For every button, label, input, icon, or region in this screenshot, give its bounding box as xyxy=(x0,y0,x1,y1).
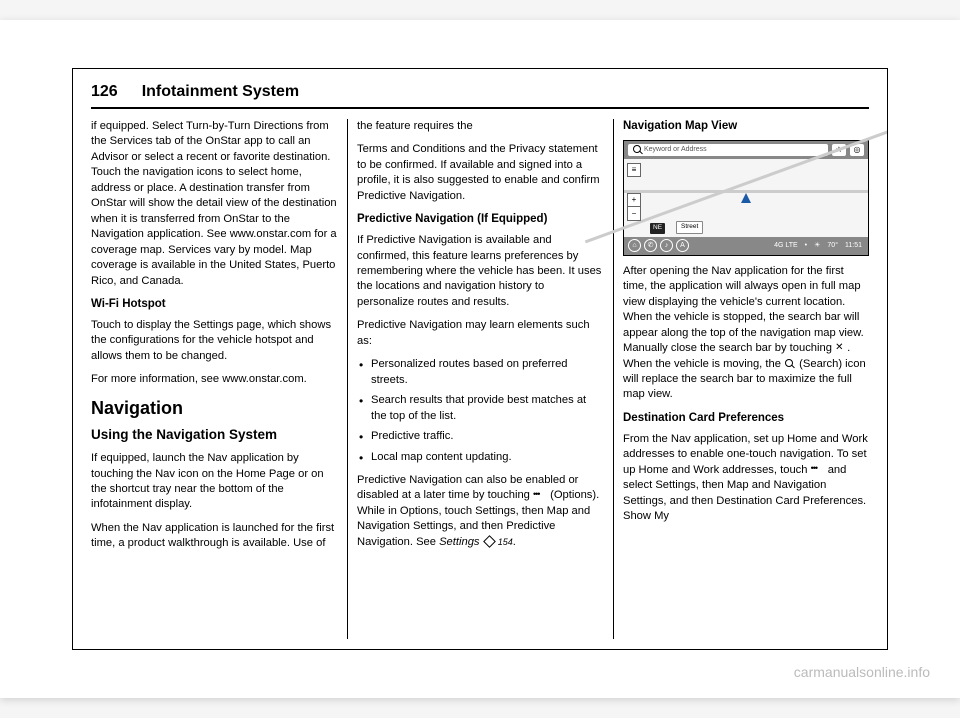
subheading-destcard: Destination Card Preferences xyxy=(623,411,869,427)
text: After opening the Nav application for th… xyxy=(623,265,864,354)
zoom-out-button: − xyxy=(627,207,641,221)
home-button: ⌂ xyxy=(628,239,641,252)
temperature: 70° xyxy=(825,241,840,251)
page-ref: 154 xyxy=(498,537,513,547)
paragraph: If equipped, launch the Nav application … xyxy=(91,451,337,513)
section-title: Infotainment System xyxy=(142,83,299,101)
media-icon: ♪ xyxy=(665,241,669,251)
minus-icon: − xyxy=(632,208,637,219)
paragraph: Predictive Navigation may learn elements… xyxy=(357,318,603,349)
paragraph: Terms and Conditions and the Privacy sta… xyxy=(357,142,603,204)
page: 126 Infotainment System if equipped. Sel… xyxy=(0,20,960,698)
clock: 11:51 xyxy=(843,241,864,251)
body-columns: if equipped. Select Turn-by-Turn Directi… xyxy=(91,119,869,639)
page-number: 126 xyxy=(91,83,118,101)
list-item: Search results that provide best matches… xyxy=(357,393,603,424)
list-item: Predictive traffic. xyxy=(357,429,603,444)
cross-ref: Settings xyxy=(439,536,479,548)
paragraph: After opening the Nav application for th… xyxy=(623,264,869,403)
paragraph: For more information, see www.onstar.com… xyxy=(91,372,337,387)
media-button: ♪ xyxy=(660,239,673,252)
subheading-predictive: Predictive Navigation (If Equipped) xyxy=(357,212,603,228)
subheading-using-nav: Using the Navigation System xyxy=(91,426,337,445)
nav-screenshot: Keyword or Address ★ ◎ ≡ + − N xyxy=(623,140,869,256)
vehicle-marker-icon xyxy=(741,193,751,203)
search-placeholder: Keyword or Address xyxy=(644,145,707,155)
phone-icon: ✆ xyxy=(648,241,654,251)
street-label: Street xyxy=(676,221,703,234)
nav-search-field: Keyword or Address xyxy=(628,144,828,156)
plus-icon: + xyxy=(632,194,637,205)
options-icon xyxy=(811,465,825,475)
phone-button: ✆ xyxy=(644,239,657,252)
page-ref-icon xyxy=(483,537,495,547)
page-header: 126 Infotainment System xyxy=(91,83,869,109)
target-icon: ◎ xyxy=(854,144,861,155)
bullet-list: Personalized routes based on preferred s… xyxy=(357,357,603,465)
list-item: Local map content updating. xyxy=(357,450,603,465)
nav-map-area: ≡ + − NE Street xyxy=(624,159,868,237)
nav-button: A xyxy=(676,239,689,252)
nav-bottom-bar: ⌂ ✆ ♪ A 4G LTE • ☀ 70° 11:51 xyxy=(624,237,868,255)
compass-badge: NE xyxy=(650,223,665,234)
close-icon xyxy=(835,343,847,353)
content-frame: 126 Infotainment System if equipped. Sel… xyxy=(72,68,888,650)
paragraph: From the Nav application, set up Home an… xyxy=(623,432,869,525)
options-icon xyxy=(533,491,547,501)
list-item: Personalized routes based on preferred s… xyxy=(357,357,603,388)
home-icon: ⌂ xyxy=(632,241,636,251)
menu-button: ≡ xyxy=(627,163,641,177)
paragraph: Predictive Navigation can also be enable… xyxy=(357,473,603,550)
paragraph: Touch to display the Settings page, whic… xyxy=(91,318,337,364)
nav-icon: A xyxy=(680,241,685,251)
subheading-mapview: Navigation Map View xyxy=(623,119,869,135)
subheading-wifi: Wi-Fi Hotspot xyxy=(91,297,337,313)
weather-icon: ☀ xyxy=(812,241,822,251)
text: . xyxy=(513,536,516,548)
paragraph: If Predictive Navigation is available an… xyxy=(357,233,603,310)
zoom-in-button: + xyxy=(627,193,641,207)
heading-navigation: Navigation xyxy=(91,396,337,421)
lte-status: 4G LTE xyxy=(772,241,800,251)
divider: • xyxy=(803,241,809,251)
paragraph: if equipped. Select Turn-by-Turn Directi… xyxy=(91,119,337,289)
search-icon xyxy=(632,145,644,155)
menu-icon: ≡ xyxy=(632,164,637,175)
search-icon xyxy=(784,359,796,369)
